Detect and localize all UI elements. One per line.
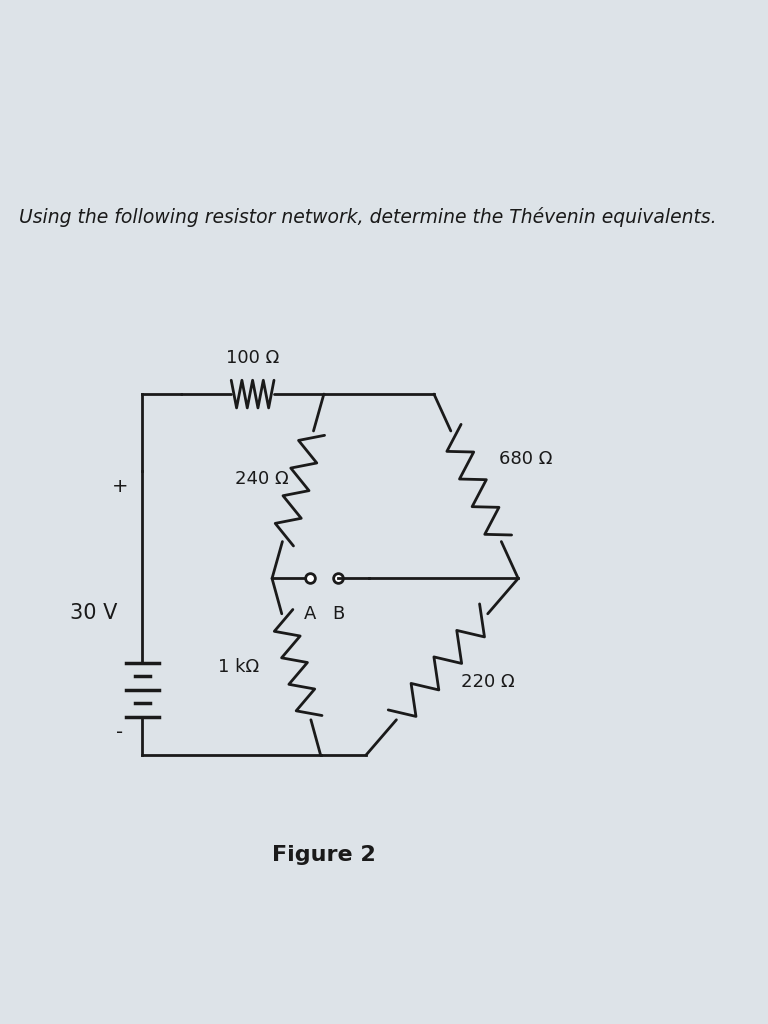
- Text: A: A: [303, 605, 316, 624]
- Text: 1 kΩ: 1 kΩ: [218, 657, 259, 676]
- Text: 30 V: 30 V: [70, 603, 118, 623]
- Text: +: +: [111, 477, 128, 496]
- Text: 240 Ω: 240 Ω: [234, 470, 288, 487]
- Text: B: B: [332, 605, 344, 624]
- Text: Figure 2: Figure 2: [272, 845, 376, 865]
- Text: 220 Ω: 220 Ω: [462, 673, 515, 691]
- Text: 680 Ω: 680 Ω: [498, 451, 552, 468]
- Text: -: -: [116, 723, 124, 741]
- Text: Using the following resistor network, determine the Thévenin equivalents.: Using the following resistor network, de…: [19, 208, 717, 227]
- Text: 100 Ω: 100 Ω: [226, 349, 280, 368]
